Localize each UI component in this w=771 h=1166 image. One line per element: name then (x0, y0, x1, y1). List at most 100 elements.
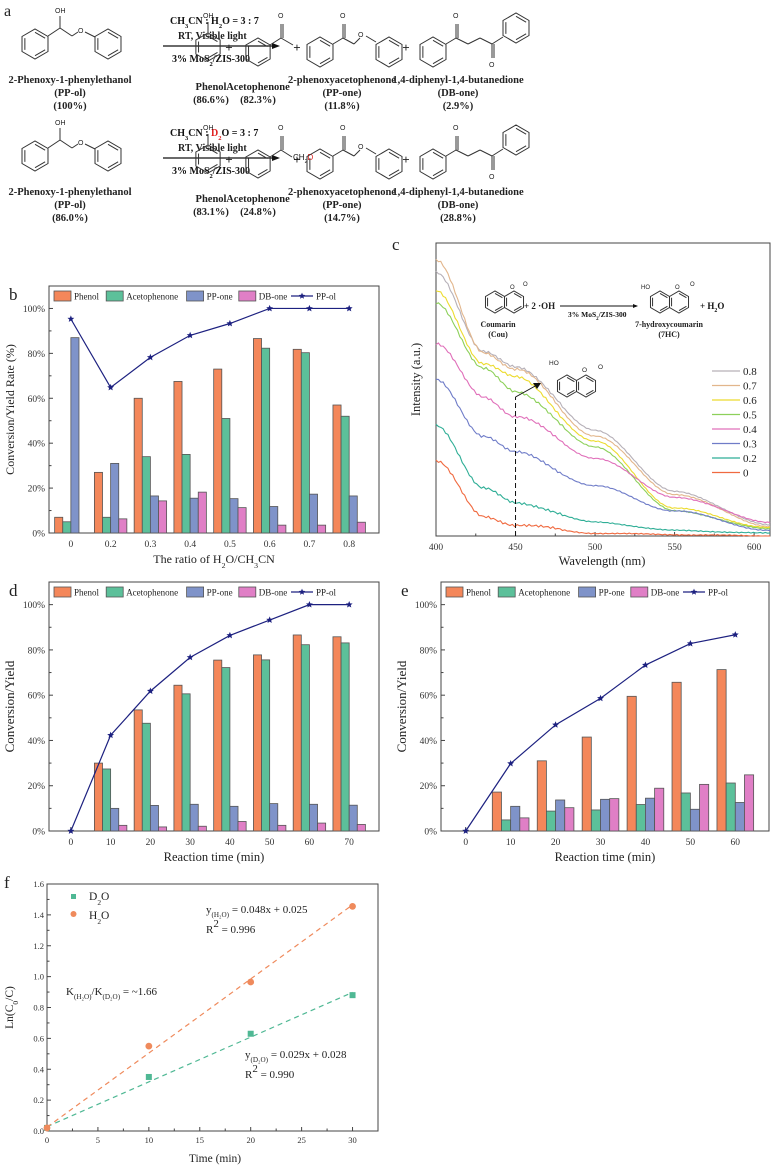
bond (84, 143, 96, 150)
h2o-data-point (247, 978, 255, 986)
plus-sign: + (293, 40, 300, 55)
legend-label: 0.6 (743, 395, 757, 407)
bar-pp-one (189, 803, 199, 832)
conditions-line-2: RT, Visible light (178, 31, 247, 42)
double-bond (257, 169, 268, 176)
y-tick-label: 60% (28, 692, 46, 702)
x-tick-label: 30 (185, 838, 195, 848)
bar-pp-one (645, 797, 656, 832)
x-tick-label: 0.5 (224, 540, 236, 550)
bar-db-one (744, 774, 755, 832)
arrow-head (272, 43, 280, 49)
double-bond (513, 292, 522, 299)
legend-label-h2o: H2O (89, 910, 109, 926)
bond (47, 139, 61, 149)
plus-sign: + (402, 40, 409, 55)
benzene-ring (21, 140, 49, 172)
double-bond (34, 143, 46, 151)
text-part: = 0.996 (219, 924, 256, 936)
star-marker (266, 616, 274, 623)
text-part: 2 (213, 918, 219, 930)
text-part: 3 (185, 23, 189, 30)
bar-phenol (671, 681, 682, 832)
legend-label: DB-one (259, 292, 288, 302)
bar-db-one (564, 807, 575, 832)
bar-phenol (581, 736, 592, 832)
text-part: O (101, 891, 109, 903)
x-tick-label: 10 (106, 838, 116, 848)
bar-pp-one (510, 805, 521, 832)
bar-db-one (197, 825, 207, 832)
star-marker (186, 653, 194, 661)
bar-pp-one (309, 803, 318, 832)
bar-phenol (213, 368, 223, 534)
conditions-line-1: CH3CN : H2O = 3 : 7 (170, 16, 259, 30)
bond (479, 37, 493, 45)
bar-db-one (609, 798, 620, 832)
legend-label: PP-ol (708, 588, 729, 598)
water-label: + H2O (700, 301, 724, 314)
y-tick-label: 0.6 (33, 1033, 44, 1043)
d2o-r-squared: R2 = 0.990 (245, 1063, 295, 1081)
bar-acetophenone (635, 804, 646, 832)
y-axis-label: Conversion/Yield (394, 660, 409, 752)
legend-swatch (53, 586, 72, 598)
y-tick-label: 1.4 (33, 910, 44, 920)
legend-swatch (497, 586, 516, 598)
ppol-line (70, 307, 350, 389)
bond (445, 37, 457, 45)
legend-label: 0 (743, 468, 749, 480)
legend-swatch (578, 586, 596, 598)
star-marker (226, 319, 234, 327)
text-part: 3 (254, 561, 258, 570)
legend-swatch (186, 586, 205, 598)
double-bond (319, 169, 331, 177)
y-tick-label: 0% (32, 530, 45, 540)
bar-db-one (118, 824, 128, 832)
double-bond (388, 57, 400, 65)
product-value: (82.3%) (240, 95, 276, 106)
catalyst-label: 3% MoS2/ZIS-300 (172, 54, 250, 68)
bar-acetophenone (300, 644, 310, 832)
bar-db-one (317, 822, 327, 832)
bar-phenol (253, 654, 262, 832)
oh-label: OH (55, 8, 66, 15)
product-abbr: (7HC) (658, 330, 680, 339)
product-name: 1,4-diphenyl-1,4-butanedione (392, 75, 524, 86)
legend-label: Acetophenone (126, 292, 178, 302)
panel-f-chart: f0 5 10 15 20 25 300.00.20.40.60.81.01.21.41.6… (4, 873, 379, 1165)
h2o-data-point (145, 1042, 153, 1050)
bar-acetophenone (340, 642, 350, 832)
conditions-line-1: CH3CN : D2O = 3 : 7 (170, 128, 258, 142)
double-bond (257, 152, 268, 159)
text-part: 2 (210, 173, 213, 180)
o-label: O (78, 28, 84, 35)
star-marker (690, 588, 698, 595)
text-part: CN : (188, 128, 211, 139)
text-part: (D₂O) (103, 993, 121, 1001)
double-bond (207, 35, 218, 42)
bar-pp-one (189, 497, 199, 534)
y-tick-label: 100% (23, 305, 45, 315)
bar-db-one (158, 500, 168, 534)
spectrum-line-0.8 (435, 270, 771, 526)
ppol-line (70, 604, 350, 832)
y-tick-label: 0.0 (33, 1126, 44, 1136)
panel-c-chart: c 400 450 500 550 600 Wavelength (nm) Intensity… (392, 235, 771, 568)
double-bond (319, 57, 331, 65)
bond (455, 37, 469, 45)
x-axis-label: The ratio of H2O/CH3CN (153, 552, 275, 570)
bond (467, 37, 481, 45)
benzene-ring (94, 28, 122, 60)
x-tick-label: 40 (225, 838, 235, 848)
text-part: Ln(C (4, 1004, 16, 1029)
bar-db-one (237, 507, 247, 534)
fit-line-d2o (46, 991, 353, 1128)
bond (269, 37, 282, 46)
panel-label-d: d (9, 581, 18, 600)
bond (59, 27, 73, 37)
text-part: y (206, 904, 212, 916)
bar-phenol (173, 684, 183, 832)
star-marker (298, 588, 306, 595)
